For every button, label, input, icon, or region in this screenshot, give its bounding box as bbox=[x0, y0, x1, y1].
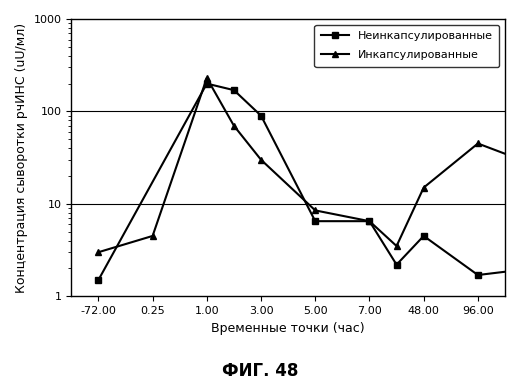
Неинкапсулированные bbox=[394, 262, 400, 267]
Инкапсулированные bbox=[475, 141, 481, 146]
Неинкапсулированные bbox=[231, 88, 237, 92]
Text: ФИГ. 48: ФИГ. 48 bbox=[222, 362, 298, 380]
Инкапсулированные bbox=[394, 244, 400, 248]
Line: Инкапсулированные: Инкапсулированные bbox=[95, 74, 520, 256]
Неинкапсулированные bbox=[258, 113, 264, 118]
Legend: Неинкапсулированные, Инкапсулированные: Неинкапсулированные, Инкапсулированные bbox=[315, 25, 499, 67]
Инкапсулированные bbox=[231, 124, 237, 128]
Line: Неинкапсулированные: Неинкапсулированные bbox=[95, 80, 520, 283]
Неинкапсулированные bbox=[204, 81, 210, 86]
Инкапсулированные bbox=[204, 76, 210, 80]
Y-axis label: Концентрация сыворотки рчИНС (uU/мл): Концентрация сыворотки рчИНС (uU/мл) bbox=[15, 22, 28, 293]
Неинкапсулированные bbox=[421, 234, 427, 238]
Неинкапсулированные bbox=[367, 219, 373, 223]
Инкапсулированные bbox=[95, 250, 101, 255]
Неинкапсулированные bbox=[312, 219, 318, 223]
Инкапсулированные bbox=[421, 185, 427, 190]
Инкапсулированные bbox=[258, 157, 264, 162]
Инкапсулированные bbox=[149, 234, 155, 238]
X-axis label: Временные точки (час): Временные точки (час) bbox=[211, 321, 365, 335]
Инкапсулированные bbox=[312, 208, 318, 213]
Неинкапсулированные bbox=[475, 273, 481, 277]
Инкапсулированные bbox=[367, 219, 373, 223]
Неинкапсулированные bbox=[95, 278, 101, 282]
